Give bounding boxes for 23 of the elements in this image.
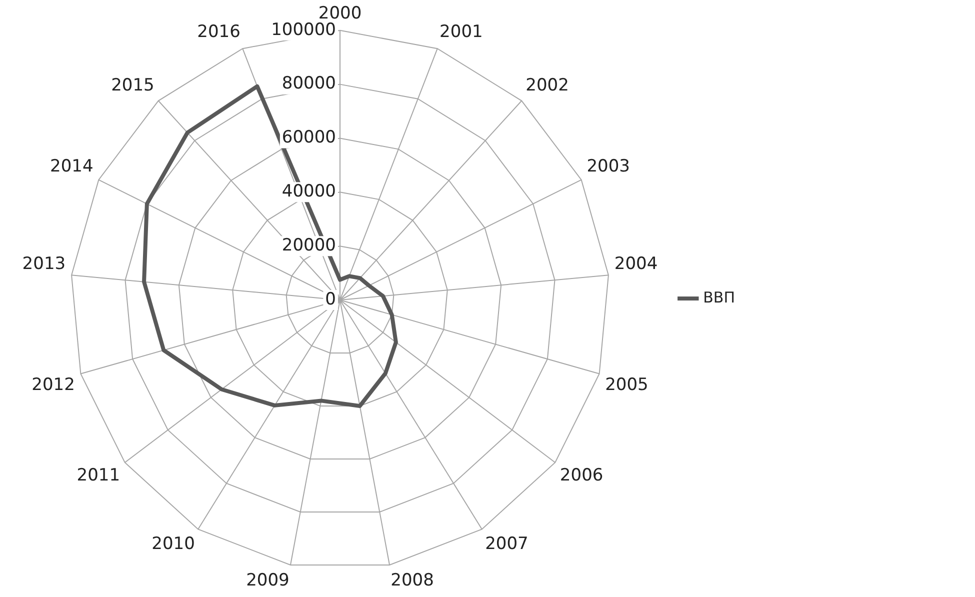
spoke-label: 2001 (440, 22, 483, 42)
spoke-label: 2010 (152, 534, 195, 554)
legend-label: ВВП (703, 288, 736, 306)
spoke-label: 2006 (560, 466, 604, 486)
y-tick-label: 80000 (282, 74, 336, 94)
spoke-label: 2005 (605, 375, 648, 396)
spoke-label: 2013 (22, 254, 66, 274)
y-tick-label: 100000 (271, 20, 336, 40)
spoke-label: 2004 (614, 254, 658, 274)
y-tick-label: 40000 (282, 182, 336, 202)
spoke-label: 2008 (390, 570, 434, 591)
spoke-label: 2003 (586, 156, 630, 176)
spoke-label: 2009 (246, 570, 290, 591)
y-tick-label: 0 (325, 289, 336, 310)
spoke-label: 2015 (111, 76, 154, 96)
spoke-label: 2011 (76, 466, 120, 486)
y-tick-label: 20000 (282, 236, 336, 256)
spoke-label: 2012 (32, 375, 75, 396)
spoke-label: 2002 (526, 76, 569, 96)
spoke-label: 2016 (197, 22, 240, 42)
spoke-label: 2007 (485, 534, 528, 554)
spoke-label: 2014 (50, 156, 94, 176)
y-tick-label: 60000 (282, 128, 336, 148)
